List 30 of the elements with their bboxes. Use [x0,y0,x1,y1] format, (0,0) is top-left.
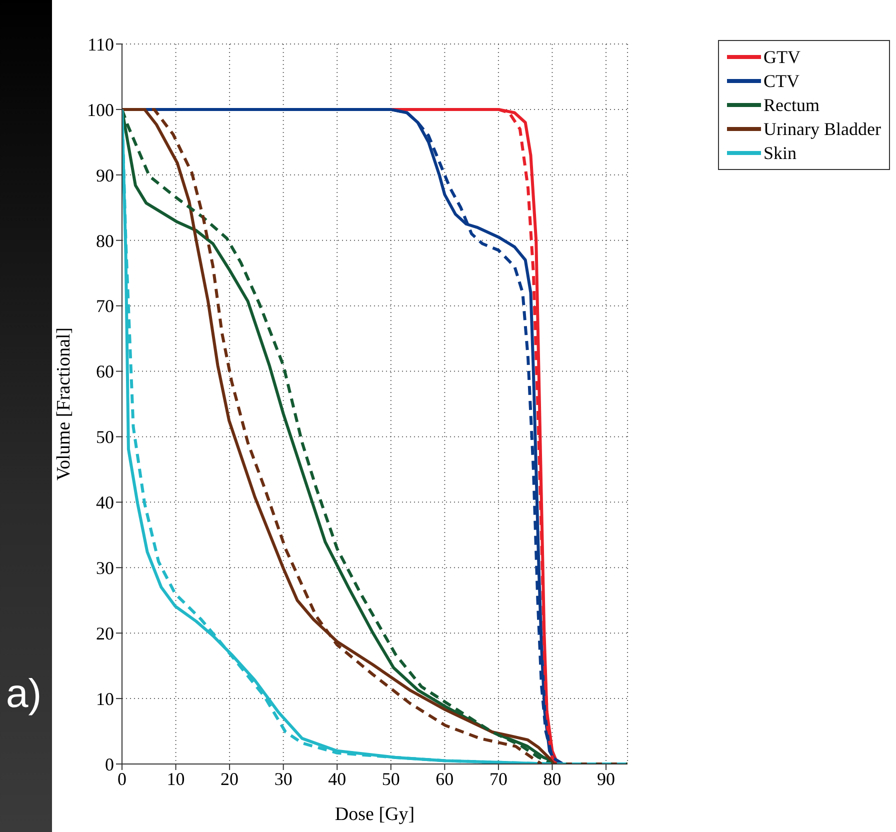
x-tick-label: 60 [436,768,454,789]
text: a) [6,672,42,717]
y-tick-label: 50 [96,427,114,448]
legend-label: Rectum [764,94,820,116]
x-tick-label: 90 [597,768,616,789]
legend-label: GTV [764,46,801,68]
y-tick-label: 70 [96,296,114,316]
y-tick-label: 0 [105,754,114,774]
y-axis-title: Volume [Fractional] [54,327,75,481]
y-tick-label: 100 [87,100,114,120]
x-tick-label: 40 [328,768,346,789]
x-tick-label: 70 [489,768,508,789]
x-tick-label: 0 [118,768,126,789]
legend-label: CTV [764,70,800,92]
y-tick-label: 30 [96,558,114,578]
x-tick-label: 80 [543,768,562,789]
y-tick-label: 90 [96,165,114,186]
x-tick-label: 20 [220,768,239,789]
legend-label: Skin [764,142,797,164]
y-tick-label: 60 [96,362,114,382]
x-tick-label: 30 [274,768,292,789]
y-tick-label: 80 [96,230,114,251]
y-tick-label: 40 [96,492,114,513]
y-tick-label: 20 [96,623,114,644]
x-axis-title: Dose [Gy] [334,804,415,825]
y-tick-label: 110 [88,34,114,54]
x-tick-label: 50 [382,768,400,789]
x-tick-label: 10 [166,768,185,789]
legend-label: Urinary Bladder [764,118,881,140]
y-tick-label: 10 [96,688,114,709]
